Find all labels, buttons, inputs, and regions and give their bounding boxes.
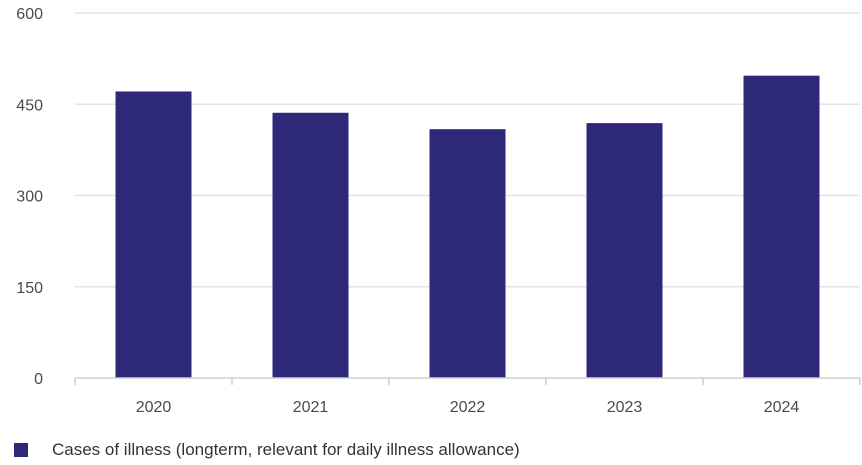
y-tick-label: 600 (16, 6, 43, 23)
y-axis-labels: 0 150 300 450 600 (16, 6, 43, 388)
y-tick-label: 0 (34, 371, 43, 388)
bar-2022 (429, 129, 506, 378)
x-tick-label: 2024 (764, 399, 800, 416)
bar-2020 (115, 91, 192, 378)
bar-2023 (586, 123, 663, 378)
x-axis-labels: 2020 2021 2022 2023 2024 (136, 399, 800, 416)
legend-swatch (14, 443, 28, 457)
x-tick-label: 2020 (136, 399, 172, 416)
bar-chart: 0 150 300 450 600 2020 2021 2022 2023 2024 (16, 6, 861, 416)
y-tick-label: 450 (16, 97, 43, 114)
legend: Cases of illness (longterm, relevant for… (14, 440, 520, 460)
x-tick-label: 2022 (450, 399, 486, 416)
bar-2021 (272, 112, 349, 379)
x-axis (74, 377, 861, 385)
y-tick-label: 300 (16, 189, 43, 206)
y-tick-label: 150 (16, 280, 43, 297)
bars (115, 75, 820, 379)
x-tick-label: 2021 (293, 399, 329, 416)
x-tick-label: 2023 (607, 399, 643, 416)
bar-2024 (743, 75, 820, 379)
legend-label: Cases of illness (longterm, relevant for… (52, 440, 520, 459)
